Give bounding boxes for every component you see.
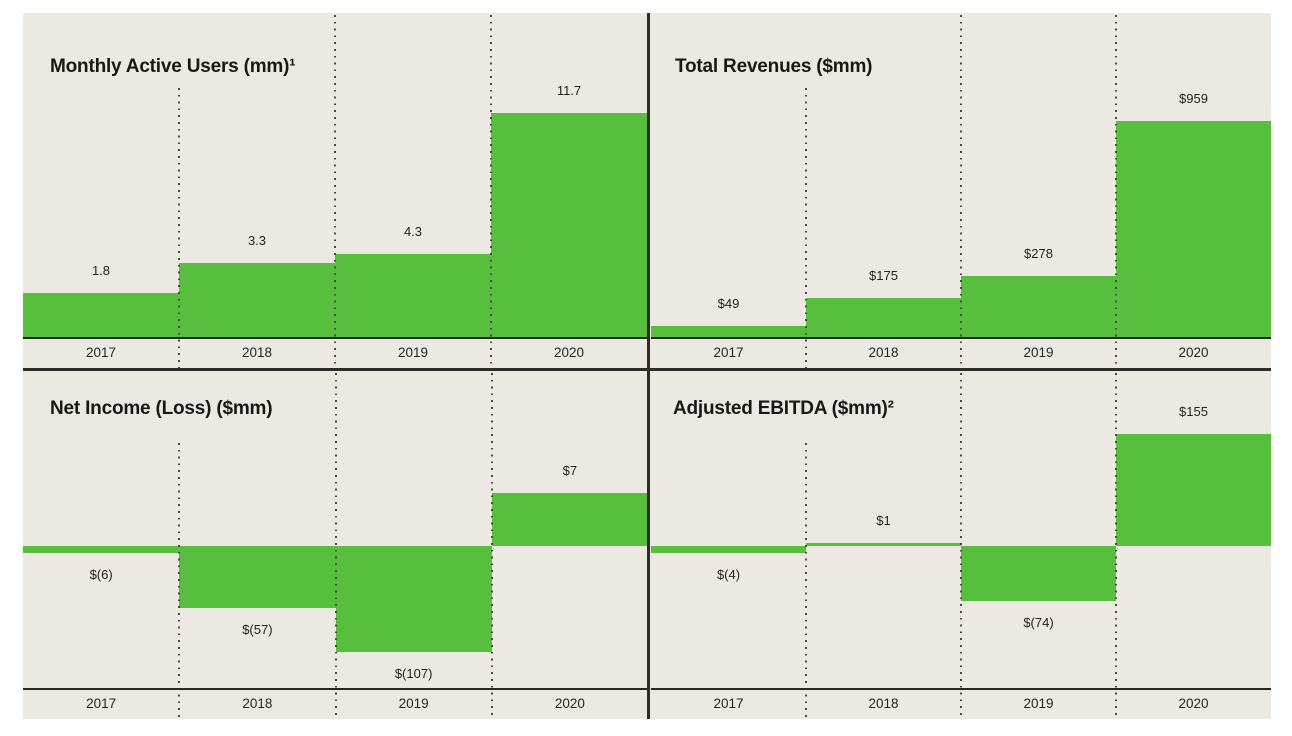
horizontal-divider	[23, 368, 1271, 371]
x-axis-label-2020: 2020	[554, 696, 585, 711]
x-axis-label-2018: 2018	[241, 345, 273, 360]
bar-2020	[491, 113, 647, 337]
bar-2019	[335, 254, 491, 337]
dotted-gridline	[178, 88, 180, 368]
chart-title-total-revenues: Total Revenues ($mm)	[675, 56, 873, 77]
value-label-2017: 1.8	[91, 263, 111, 278]
value-label-2019: $278	[1024, 246, 1053, 261]
bar-2020	[1116, 434, 1271, 546]
value-label-2020: $7	[562, 463, 578, 478]
value-label-2019: $(107)	[394, 666, 433, 681]
x-axis-label-2018: 2018	[868, 345, 899, 360]
bar-2017	[651, 326, 806, 337]
value-label-2019: $(74)	[1023, 615, 1054, 630]
bar-2018	[179, 546, 336, 608]
chart-adjusted-ebitda: Adjusted EBITDA ($mm)² $(4) 2017 $1 2018 $(7…	[651, 371, 1271, 719]
plot-area-net-income-loss: $(6) 2017 $(57) 2018 $(107) 2019 $7 2020	[23, 371, 648, 719]
dotted-gridline	[960, 15, 962, 368]
dotted-gridline	[1115, 373, 1117, 719]
plot-area-monthly-active-users: 1.8 2017 3.3 2018 4.3 2019 11.7 2020	[23, 13, 647, 368]
value-label-2017: $49	[717, 296, 740, 311]
plot-area-total-revenues: $49 2017 $175 2018 $278 2019 $959 2020	[651, 13, 1271, 368]
x-axis-label-2020: 2020	[1178, 345, 1209, 360]
bar-2019	[961, 546, 1116, 601]
x-axis-line	[651, 688, 1271, 690]
bar-2019	[961, 276, 1116, 337]
value-label-2017: $(4)	[716, 567, 741, 582]
value-label-2020: $155	[1179, 404, 1208, 419]
x-axis-label-2019: 2019	[1023, 696, 1054, 711]
chart-title-monthly-active-users: Monthly Active Users (mm)¹	[50, 56, 296, 77]
x-axis-label-2020: 2020	[553, 345, 585, 360]
value-label-2018: $1	[876, 513, 891, 528]
value-label-2018: $(57)	[242, 622, 273, 637]
vertical-divider	[647, 13, 650, 719]
chart-title-net-income-loss: Net Income (Loss) ($mm)	[50, 398, 273, 419]
dotted-gridline	[805, 443, 807, 719]
bar-2018	[179, 263, 335, 337]
value-label-2020: $959	[1179, 91, 1208, 106]
value-label-2018: 3.3	[247, 233, 267, 248]
x-axis-label-2019: 2019	[1023, 345, 1054, 360]
dotted-gridline	[334, 373, 337, 719]
value-label-2018: $175	[869, 268, 898, 283]
value-label-2019: 4.3	[403, 224, 423, 239]
dotted-gridline	[334, 15, 336, 368]
value-label-2017: $(6)	[89, 567, 113, 582]
x-axis-label-2017: 2017	[86, 696, 117, 711]
x-axis-label-2018: 2018	[242, 696, 273, 711]
bar-2017	[23, 293, 179, 337]
chart-title-adjusted-ebitda: Adjusted EBITDA ($mm)²	[673, 398, 894, 419]
dotted-gridline	[490, 373, 493, 719]
x-axis-label-2017: 2017	[85, 345, 117, 360]
bar-2017	[23, 546, 180, 553]
x-axis-label-2018: 2018	[868, 696, 899, 711]
value-label-2020: 11.7	[556, 83, 582, 98]
chart-net-income-loss: Net Income (Loss) ($mm) $(6) 2017 $(57) 201…	[23, 371, 648, 719]
dotted-gridline	[490, 15, 492, 368]
x-axis-line	[23, 337, 647, 339]
dotted-gridline	[960, 373, 962, 719]
bar-2020	[1116, 121, 1271, 337]
bar-2019	[335, 546, 492, 652]
dotted-gridline	[805, 88, 807, 368]
x-axis-label-2019: 2019	[398, 696, 429, 711]
x-axis-line	[23, 688, 648, 690]
dotted-gridline	[1115, 15, 1117, 368]
plot-area-adjusted-ebitda: $(4) 2017 $1 2018 $(74) 2019 $155 2020	[651, 371, 1271, 719]
x-axis-label-2020: 2020	[1178, 696, 1209, 711]
bar-2018	[806, 543, 961, 546]
x-axis-line	[651, 337, 1271, 339]
chart-total-revenues: Total Revenues ($mm) $49 2017 $175 2018 $278…	[651, 13, 1271, 368]
bar-2018	[806, 298, 961, 337]
x-axis-label-2019: 2019	[397, 345, 429, 360]
dotted-gridline	[178, 443, 181, 719]
bar-2020	[491, 493, 648, 546]
x-axis-label-2017: 2017	[713, 345, 744, 360]
x-axis-label-2017: 2017	[713, 696, 744, 711]
bar-2017	[651, 546, 806, 553]
chart-monthly-active-users: Monthly Active Users (mm)¹ 1.8 2017 3.3 201…	[23, 13, 647, 368]
